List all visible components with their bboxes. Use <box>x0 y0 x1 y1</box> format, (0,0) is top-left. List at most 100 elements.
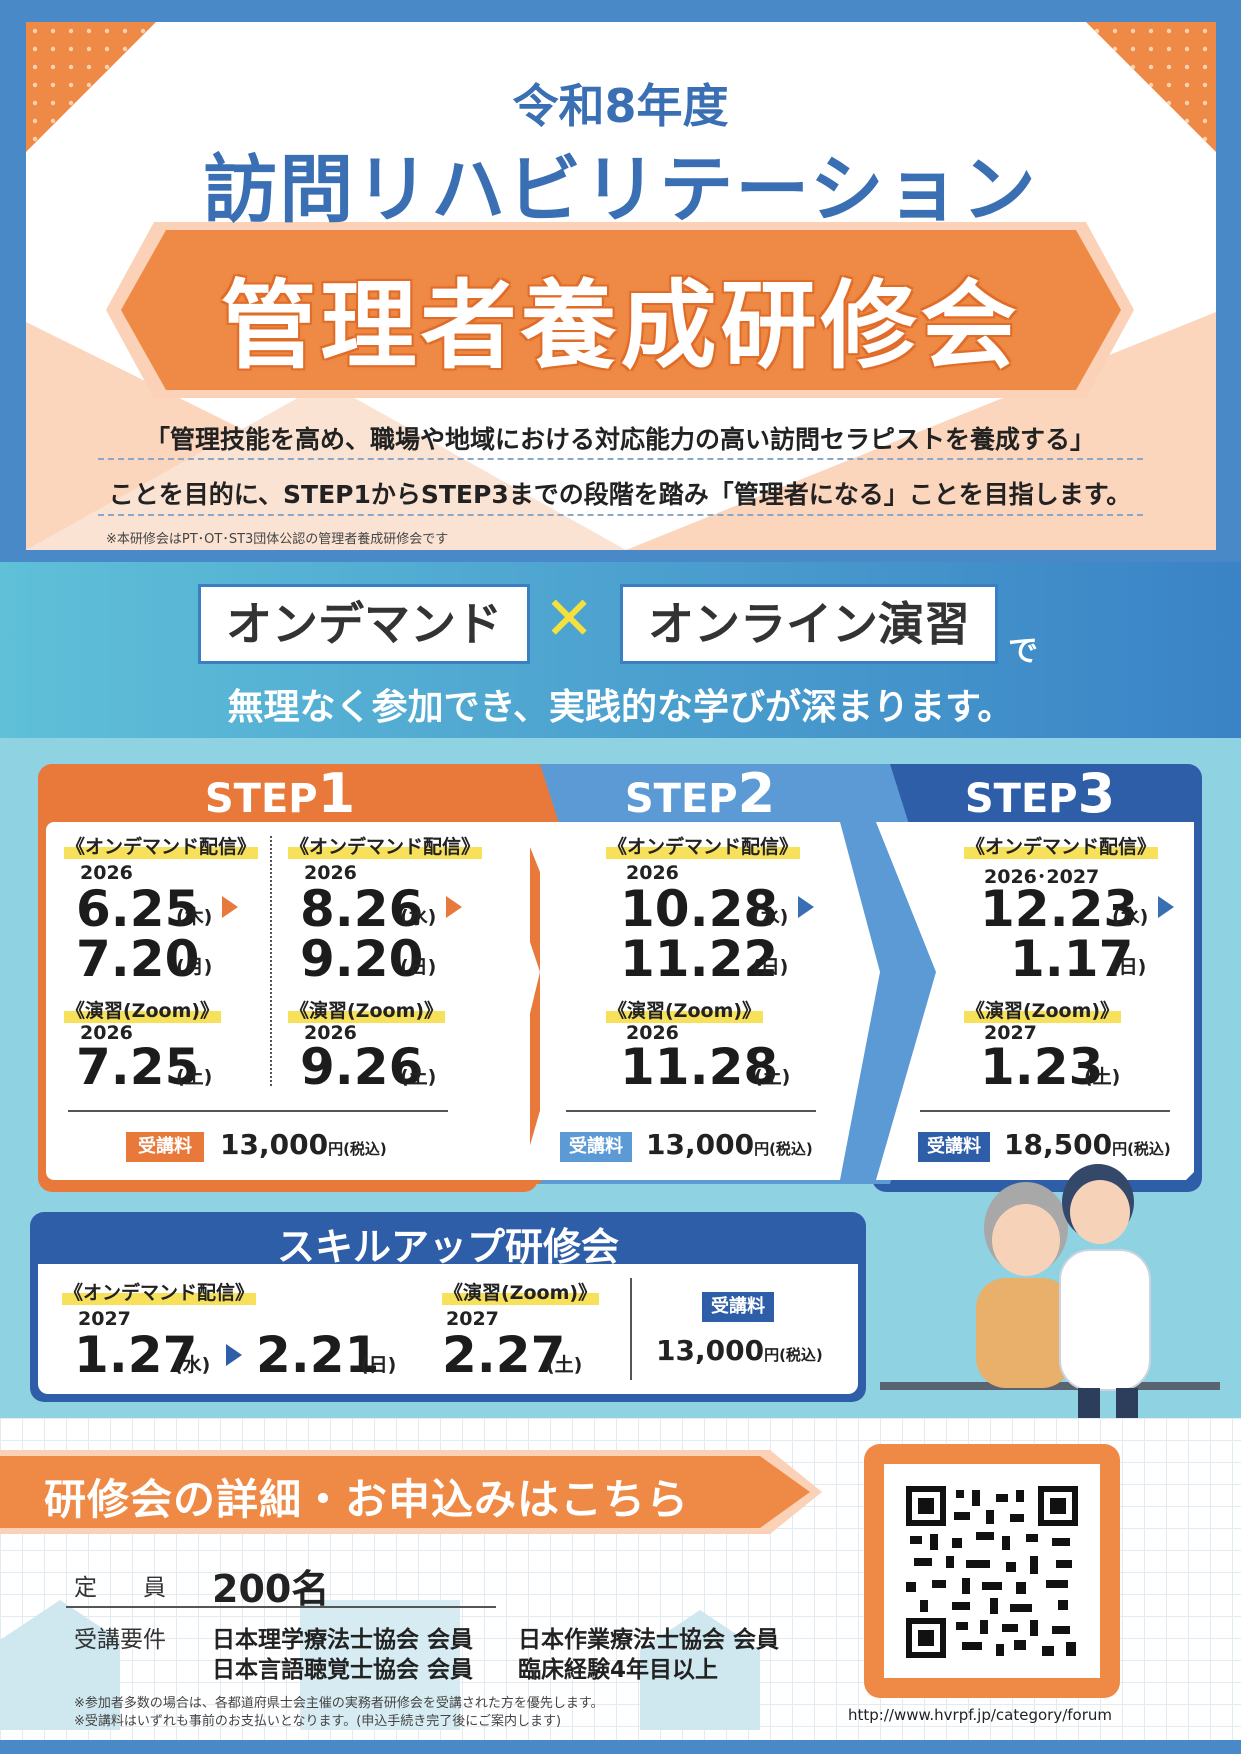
capacity-value: 200名 <box>212 1567 330 1611</box>
requirement-st: 日本言語聴覚士協会 会員 <box>212 1657 474 1683</box>
step3-od-end-dow: (日) <box>1110 956 1147 978</box>
step2-zoom-label: 《演習(Zoom)》 <box>606 996 764 1023</box>
skillup-zoom-label: 《演習(Zoom)》 <box>442 1278 600 1305</box>
step2-fee-value: 13,000 <box>646 1128 755 1161</box>
town-silhouette <box>0 1600 760 1730</box>
skillup-od-start: 1.27 <box>74 1326 198 1384</box>
step1b-zoom-dow: (土) <box>400 1066 437 1088</box>
skillup-zoom-year: 2027 <box>446 1308 499 1330</box>
cross-icon: ✕ <box>544 584 595 654</box>
divider <box>68 1110 448 1112</box>
tax-note: 円(税込) <box>328 1140 387 1158</box>
purpose-line-1: 「管理技能を高め、職場や地域における対応能力の高い訪問セラピストを養成する」 <box>144 425 1095 454</box>
step1a-od-start-dow: (木) <box>176 906 213 928</box>
divider <box>98 458 1143 460</box>
website-url[interactable]: http://www.hvrpf.jp/category/forum <box>848 1706 1113 1724</box>
banner-title: 管理者養成研修会 <box>220 270 1021 382</box>
step2-od-end-dow: (日) <box>752 956 789 978</box>
arrow-right-icon <box>226 1344 242 1366</box>
step3-od-year: 2026･2027 <box>984 866 1100 888</box>
skillup-od-start-dow: (水) <box>174 1354 211 1376</box>
step1-number: 1 <box>317 762 356 825</box>
step1-fee: 13,000円(税込) <box>220 1128 387 1161</box>
step3-od-start: 12.23 <box>980 880 1139 938</box>
skillup-od-year: 2027 <box>78 1308 131 1330</box>
skillup-ondemand-label: 《オンデマンド配信》 <box>62 1278 257 1305</box>
step2-zoom-date: 11.28 <box>620 1038 779 1096</box>
step1a-zoom-date: 7.25 <box>76 1038 200 1096</box>
step3-zoom-dow: (土) <box>1084 1066 1121 1088</box>
step1a-od-start: 6.25 <box>76 880 200 938</box>
skillup-fee-tag: 受講料 <box>702 1292 774 1322</box>
step2-zoom-dow: (土) <box>754 1066 791 1088</box>
step2-number: 2 <box>737 762 776 825</box>
requirement-experience: 臨床経験4年目以上 <box>518 1657 719 1683</box>
step1b-od-start-dow: (水) <box>400 906 437 928</box>
header-panel <box>26 22 1216 550</box>
tax-note: 円(税込) <box>754 1140 813 1158</box>
step1b-zoom-date: 9.26 <box>300 1038 424 1096</box>
step1b-od-end-dow: (日) <box>400 956 437 978</box>
step3-zoom-label: 《演習(Zoom)》 <box>964 996 1122 1023</box>
step3-fee-value: 18,500 <box>1004 1128 1113 1161</box>
step1a-zoom-label: 《演習(Zoom)》 <box>64 996 222 1023</box>
priority-note: ※参加者多数の場合は、各都道府県士会主催の実務者研修会を受講された方を優先します… <box>74 1696 604 1711</box>
step3-od-end: 1.17 <box>1010 930 1134 988</box>
step1a-od-end-dow: (月) <box>176 956 213 978</box>
format-message: 無理なく参加でき、実践的な学びが深まります。 <box>227 687 1014 728</box>
skillup-title: スキルアップ研修会 <box>276 1225 619 1269</box>
skillup-fee: 13,000円(税込) <box>656 1334 823 1367</box>
column-divider <box>630 1278 632 1380</box>
arrow-right-icon <box>446 896 462 918</box>
skillup-od-end: 2.21 <box>256 1326 380 1384</box>
step2-od-year: 2026 <box>626 862 679 884</box>
step1-fee-value: 13,000 <box>220 1128 329 1161</box>
step2-label: STEP <box>624 776 738 822</box>
step1b-ondemand-label: 《オンデマンド配信》 <box>288 832 483 859</box>
step3-zoom-date: 1.23 <box>980 1038 1104 1096</box>
tax-note: 円(税込) <box>764 1346 823 1364</box>
step2-ondemand-label: 《オンデマンド配信》 <box>606 832 801 859</box>
official-note: ※本研修会はPT･OT･ST3団体公認の管理者養成研修会です <box>106 532 449 547</box>
era-label: 令和8年度 <box>512 79 729 133</box>
cta-banner-shape <box>0 1450 822 1534</box>
step2-heading: STEP2 <box>560 762 840 825</box>
step2-fee: 13,000円(税込) <box>646 1128 813 1161</box>
step3-ondemand-label: 《オンデマンド配信》 <box>964 832 1159 859</box>
step3-fee: 18,500円(税込) <box>1004 1128 1171 1161</box>
online-box: オンライン演習 <box>620 584 998 664</box>
step1a-zoom-year: 2026 <box>80 1022 133 1044</box>
step1-heading: STEP1 <box>130 762 430 825</box>
arrow-right-icon <box>222 896 238 918</box>
requirement-ot: 日本作業療法士協会 会員 <box>518 1627 780 1653</box>
step3-heading: STEP3 <box>900 762 1180 825</box>
step1-fee-tag: 受講料 <box>126 1132 204 1162</box>
therapist-illustration <box>880 1164 1220 1418</box>
step3-od-start-dow: (水) <box>1112 906 1149 928</box>
step1b-zoom-label: 《演習(Zoom)》 <box>288 996 446 1023</box>
qr-code-icon[interactable] <box>906 1486 1078 1658</box>
step1a-zoom-dow: (土) <box>176 1066 213 1088</box>
capacity-label: 定 員 <box>74 1575 166 1601</box>
step3-fee-tag: 受講料 <box>918 1132 990 1162</box>
main-title: 訪問リハビリテーション <box>203 147 1038 233</box>
payment-note: ※受講料はいずれも事前のお支払いとなります。(申込手続き完了後にご案内します) <box>74 1714 562 1729</box>
ondemand-box: オンデマンド <box>198 584 530 664</box>
arrow-right-icon <box>798 896 814 918</box>
arrow-right-icon <box>1158 896 1174 918</box>
skillup-zoom-date: 2.27 <box>442 1326 566 1384</box>
cta-text: 研修会の詳細・お申込みはこちら <box>44 1475 690 1524</box>
purpose-line-2: ことを目的に、STEP1からSTEP3までの段階を踏み「管理者になる」ことを目指… <box>108 480 1132 509</box>
step1b-zoom-year: 2026 <box>304 1022 357 1044</box>
title-banner-shape <box>106 222 1134 398</box>
column-divider <box>270 836 272 1086</box>
step2-zoom-year: 2026 <box>626 1022 679 1044</box>
skillup-fee-value: 13,000 <box>656 1334 765 1367</box>
step3-label: STEP <box>964 776 1078 822</box>
skillup-zoom-dow: (土) <box>546 1354 583 1376</box>
step1a-ondemand-label: 《オンデマンド配信》 <box>64 832 259 859</box>
step3-zoom-year: 2027 <box>984 1022 1037 1044</box>
step1a-od-end: 7.20 <box>76 930 200 988</box>
step1b-od-end: 9.20 <box>300 930 424 988</box>
